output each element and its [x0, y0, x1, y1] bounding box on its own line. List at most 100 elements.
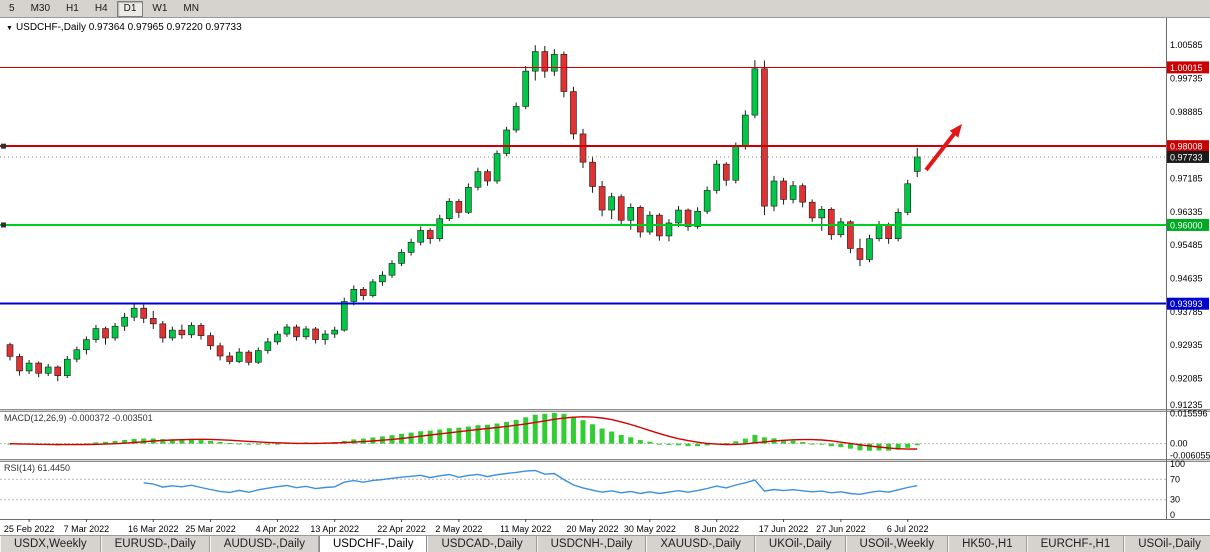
trend-arrow-shaft[interactable]: [924, 132, 956, 172]
chart-tab-audusd-daily[interactable]: AUDUSD-,Daily: [209, 536, 319, 552]
macd-histogram-bar: [265, 443, 271, 445]
macd-histogram-bar: [733, 441, 739, 444]
timeframe-button-mn[interactable]: MN: [183, 2, 199, 14]
macd-histogram-bar: [408, 432, 414, 444]
candle-body-bull: [321, 333, 329, 340]
chart-tab-hk50-h1[interactable]: HK50-,H1: [948, 536, 1027, 552]
macd-histogram-bar: [781, 439, 787, 444]
candle-body-bear: [579, 133, 587, 163]
candle-body-bear: [598, 186, 606, 211]
candle-body-bull: [264, 341, 272, 351]
timeframe-button-m30[interactable]: M30: [30, 2, 51, 14]
macd-histogram-bar: [761, 437, 767, 444]
macd-histogram-bar: [551, 412, 557, 444]
candle-body-bull: [369, 281, 377, 296]
timeframe-button-w1[interactable]: W1: [152, 2, 168, 14]
chart-tab-usdcnh-daily[interactable]: USDCNH-,Daily: [536, 536, 647, 552]
candle-body-bear: [722, 163, 730, 181]
chart-tab-eurchf-h1[interactable]: EURCHF-,H1: [1026, 536, 1125, 552]
macd-histogram-bar: [800, 441, 806, 444]
macd-histogram-bar: [418, 431, 424, 444]
price-axis-label: 0.99735: [1170, 73, 1203, 83]
macd-histogram-bar: [809, 443, 815, 445]
chart-tab-eurusd-daily[interactable]: EURUSD-,Daily: [100, 536, 210, 552]
macd-histogram-bar: [122, 440, 128, 444]
time-axis-label: 7 Mar 2022: [64, 524, 110, 534]
candle-body-bear: [6, 344, 14, 357]
macd-histogram-bar: [666, 443, 672, 445]
chart-dropdown-icon[interactable]: ▼: [6, 25, 13, 32]
macd-histogram-bar: [847, 443, 853, 449]
macd-histogram-bar: [188, 439, 194, 444]
macd-histogram-bar: [246, 443, 252, 445]
price-axis-label: 0.92935: [1170, 340, 1203, 350]
candle-body-bull: [445, 201, 453, 219]
pane-splitter[interactable]: [0, 409, 1210, 412]
timeframe-button-h1[interactable]: H1: [66, 2, 79, 14]
candle-body-bull: [512, 106, 520, 131]
macd-histogram-bar: [255, 443, 261, 445]
chart-tab-xauusd-daily[interactable]: XAUUSD-,Daily: [646, 536, 755, 552]
macd-pane[interactable]: [0, 412, 1166, 451]
candle-body-bear: [455, 201, 463, 213]
candle-body-bear: [360, 289, 367, 296]
macd-histogram-bar: [637, 440, 643, 444]
candle-body-bear: [484, 171, 491, 182]
candle-body-bull: [92, 328, 100, 340]
macd-histogram-bar: [685, 443, 691, 447]
macd-histogram-bar: [504, 421, 510, 444]
candle-body-bull: [340, 301, 348, 331]
candle-body-bull: [331, 329, 339, 335]
timeframe-button-h4[interactable]: H4: [94, 2, 108, 14]
chart-tab-usdx-weekly[interactable]: USDX,Weekly: [0, 536, 101, 552]
chart-tabs: USDX,Weekly EURUSD-,Daily AUDUSD-,Daily USD…: [0, 535, 1210, 552]
macd-histogram-bar: [427, 430, 433, 444]
macd-histogram-bar: [494, 423, 500, 444]
price-badge: 0.98008: [1170, 142, 1203, 152]
chart-tab-usoil-daily[interactable]: USOil-,Daily: [1124, 536, 1210, 552]
timeframe-button-d1[interactable]: D1: [116, 0, 144, 17]
price-axis-label: 0.97185: [1170, 173, 1203, 183]
timeframe-button-5[interactable]: 5: [9, 2, 15, 14]
candle-body-bear: [293, 326, 300, 338]
candle-body-bull: [531, 51, 539, 72]
macd-histogram-bar: [599, 428, 605, 444]
time-axis-label: 4 Apr 2022: [256, 524, 300, 534]
macd-histogram-bar: [628, 437, 634, 444]
macd-histogram-bar: [227, 442, 233, 444]
price-badge: 1.00015: [1170, 63, 1203, 73]
macd-histogram-bar: [647, 441, 653, 444]
candle-body-bull: [646, 214, 654, 233]
line-anchor-handle[interactable]: [1, 143, 6, 149]
macd-histogram-bar: [790, 440, 796, 444]
candle-body-bull: [703, 190, 711, 212]
trend-arrow-head[interactable]: [949, 124, 962, 138]
candle-body-bear: [102, 328, 109, 339]
chart-tab-usdcad-daily[interactable]: USDCAD-,Daily: [427, 536, 537, 552]
candle-body-bull: [398, 252, 405, 264]
candle-body-bear: [541, 51, 549, 72]
candle-body-bull: [493, 153, 501, 182]
candle-body-bear: [827, 208, 835, 236]
rsi-pane[interactable]: [0, 469, 1166, 501]
macd-histogram-bar: [656, 443, 662, 445]
chart-tab-ukoil-daily[interactable]: UKOil-,Daily: [754, 536, 846, 552]
macd-histogram-bar: [198, 440, 204, 444]
candle-body-bear: [178, 329, 186, 336]
macd-histogram-bar: [456, 427, 462, 444]
candle-body-bull: [188, 325, 195, 336]
pane-splitter[interactable]: [0, 459, 1210, 462]
macd-histogram-bar: [752, 434, 758, 444]
candle-body-bull: [732, 146, 740, 181]
chart-tab-usoil-weekly[interactable]: USOil-,Weekly: [845, 536, 949, 552]
line-anchor-handle[interactable]: [1, 222, 6, 228]
macd-histogram-bar: [169, 439, 175, 444]
chart-tab-usdchf-daily[interactable]: USDCHF-,Daily: [318, 536, 428, 552]
candle-body-bear: [312, 328, 319, 340]
price-pane[interactable]: [0, 45, 1166, 382]
candle-body-bear: [847, 221, 854, 249]
candle-body-bull: [130, 307, 138, 318]
candle-body-bull: [274, 333, 281, 343]
price-badge-bg: [1167, 218, 1209, 231]
